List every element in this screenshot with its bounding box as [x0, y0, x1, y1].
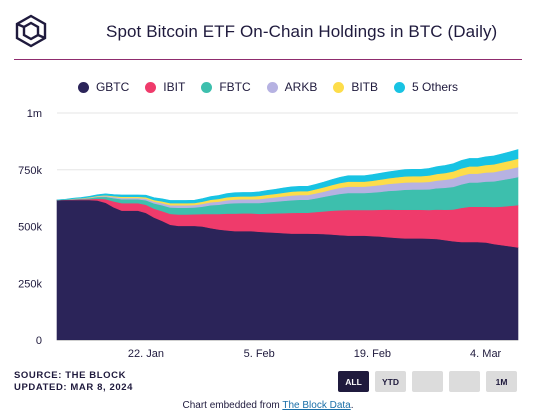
range-button-4[interactable]: [449, 371, 480, 392]
y-tick-label: 1m: [27, 108, 42, 120]
y-tick-label: 250k: [18, 278, 42, 290]
legend-label: IBIT: [163, 80, 186, 94]
legend-label: FBTC: [219, 80, 251, 94]
legend-label: 5 Others: [412, 80, 459, 94]
embed-footer: Chart embedded from The Block Data.: [0, 400, 536, 411]
the-block-data-link[interactable]: The Block Data: [282, 400, 351, 411]
stacked-area-chart: 0 250k 500k 750k 1m 22. Jan 5. Feb 19. Feb 4. Ma…: [18, 108, 519, 360]
footer-suffix: .: [350, 400, 354, 411]
x-tick-label: 4. Mar: [470, 348, 502, 360]
y-tick-label: 0: [36, 335, 42, 347]
legend-label: ARKB: [284, 80, 318, 94]
title-divider: [14, 59, 522, 60]
y-tick-label: 500k: [18, 222, 42, 234]
x-tick-label: 5. Feb: [244, 348, 275, 360]
the-block-cube-icon: [15, 14, 47, 48]
range-button-3[interactable]: [412, 371, 443, 392]
legend-label: BITB: [351, 80, 379, 94]
area-5-others: [56, 149, 519, 204]
legend-item-5-others[interactable]: 5 Others: [394, 80, 458, 94]
legend-item-ibit[interactable]: IBIT: [145, 80, 185, 94]
x-tick-label: 22. Jan: [128, 348, 164, 360]
chart-legend: GBTC IBIT FBTC ARKB BITB 5 Others: [0, 78, 536, 96]
legend-item-bitb[interactable]: BITB: [333, 80, 378, 94]
source-block: SOURCE: THE BLOCK UPDATED: MAR 8, 2024: [14, 370, 133, 394]
footer-prefix: Chart embedded from: [182, 400, 283, 411]
legend-swatch: [145, 81, 157, 93]
legend-swatch: [77, 81, 89, 93]
y-tick-label: 750k: [18, 165, 42, 177]
range-selector: ALL YTD 1M: [338, 371, 517, 392]
legend-item-arkb[interactable]: ARKB: [266, 80, 318, 94]
legend-swatch: [201, 81, 213, 93]
legend-item-gbtc[interactable]: GBTC: [77, 80, 130, 94]
range-1m-button[interactable]: 1M: [486, 371, 517, 392]
source-line: SOURCE: THE BLOCK: [14, 370, 127, 381]
legend-item-fbtc[interactable]: FBTC: [201, 80, 251, 94]
range-all-button[interactable]: ALL: [338, 371, 369, 392]
legend-label: GBTC: [95, 80, 130, 94]
x-tick-label: 19. Feb: [354, 348, 391, 360]
legend-swatch: [266, 81, 278, 93]
updated-line: UPDATED: MAR 8, 2024: [14, 382, 133, 393]
legend-swatch: [394, 81, 406, 93]
range-ytd-button[interactable]: YTD: [375, 371, 406, 392]
chart-title: Spot Bitcoin ETF On-Chain Holdings in BT…: [106, 22, 498, 41]
legend-swatch: [333, 81, 345, 93]
